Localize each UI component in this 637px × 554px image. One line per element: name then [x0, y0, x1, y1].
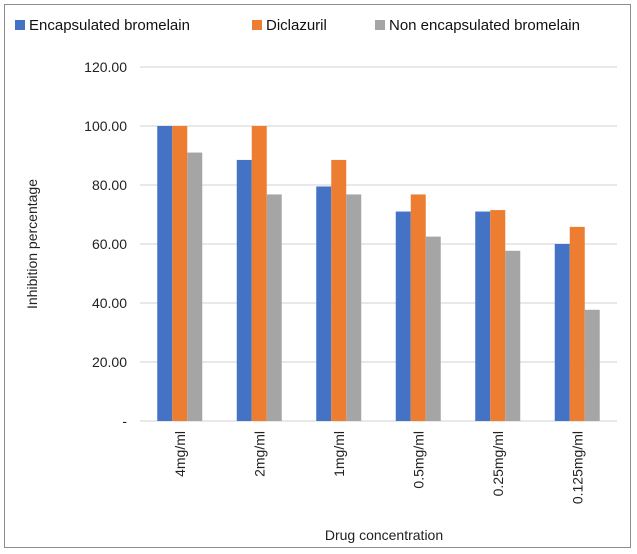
bar-diclazuril-2	[251, 126, 267, 421]
grid-lines	[140, 66, 617, 422]
bar-non-encapsulated-bromelain-2	[266, 194, 282, 421]
bar-encapsulated-bromelain-6	[554, 244, 570, 421]
legend-label: Encapsulated bromelain	[29, 17, 190, 34]
x-tick-label: 2mg/ml	[251, 431, 267, 477]
x-tick-label: 4mg/ml	[172, 431, 188, 477]
y-axis-title: Inhibition percentage	[24, 179, 40, 309]
bars	[157, 126, 600, 422]
bar-non-encapsulated-bromelain-4	[425, 236, 441, 421]
bar-diclazuril-4	[410, 194, 426, 421]
bar-diclazuril-3	[331, 159, 347, 422]
x-axis-title: Drug concentration	[325, 527, 443, 543]
bar-encapsulated-bromelain-2	[236, 159, 252, 422]
bar-non-encapsulated-bromelain-6	[584, 309, 600, 421]
y-tick-label: 60.00	[92, 236, 127, 252]
x-tick-label: 0.125mg/ml	[569, 431, 585, 504]
bar-diclazuril-6	[569, 226, 585, 421]
y-tick-label: 40.00	[92, 295, 127, 311]
bar-non-encapsulated-bromelain-1	[187, 152, 203, 422]
x-tick-label: 0.25mg/ml	[490, 431, 506, 496]
legend-swatch	[15, 20, 25, 30]
y-tick-label: -	[122, 413, 127, 429]
legend: Encapsulated bromelain Diclazuril Non enca…	[15, 17, 580, 34]
x-tick-label: 1mg/ml	[331, 431, 347, 477]
x-tick-label: 0.5mg/ml	[410, 431, 426, 489]
bar-non-encapsulated-bromelain-3	[346, 194, 362, 421]
bar-encapsulated-bromelain-5	[475, 211, 491, 421]
bar-diclazuril-1	[172, 126, 188, 421]
y-tick-label: 80.00	[92, 177, 127, 193]
y-tick-label: 20.00	[92, 354, 127, 370]
y-tick-labels: - 20.00 40.00 60.00 80.00 100.00 120.00	[84, 59, 127, 429]
legend-label: Diclazuril	[266, 17, 327, 34]
bar-non-encapsulated-bromelain-5	[505, 250, 521, 421]
legend-swatch	[252, 20, 262, 30]
bar-encapsulated-bromelain-4	[395, 211, 411, 421]
y-tick-label: 100.00	[84, 118, 127, 134]
legend-label: Non encapsulated bromelain	[389, 17, 580, 34]
bar-encapsulated-bromelain-3	[316, 186, 332, 421]
legend-swatch	[375, 20, 385, 30]
bar-encapsulated-bromelain-1	[157, 126, 173, 421]
bar-diclazuril-5	[490, 210, 506, 421]
x-tick-labels: 4mg/ml 2mg/ml 1mg/ml 0.5mg/ml 0.25mg/ml 0.125…	[172, 431, 586, 504]
y-tick-label: 120.00	[84, 59, 127, 75]
